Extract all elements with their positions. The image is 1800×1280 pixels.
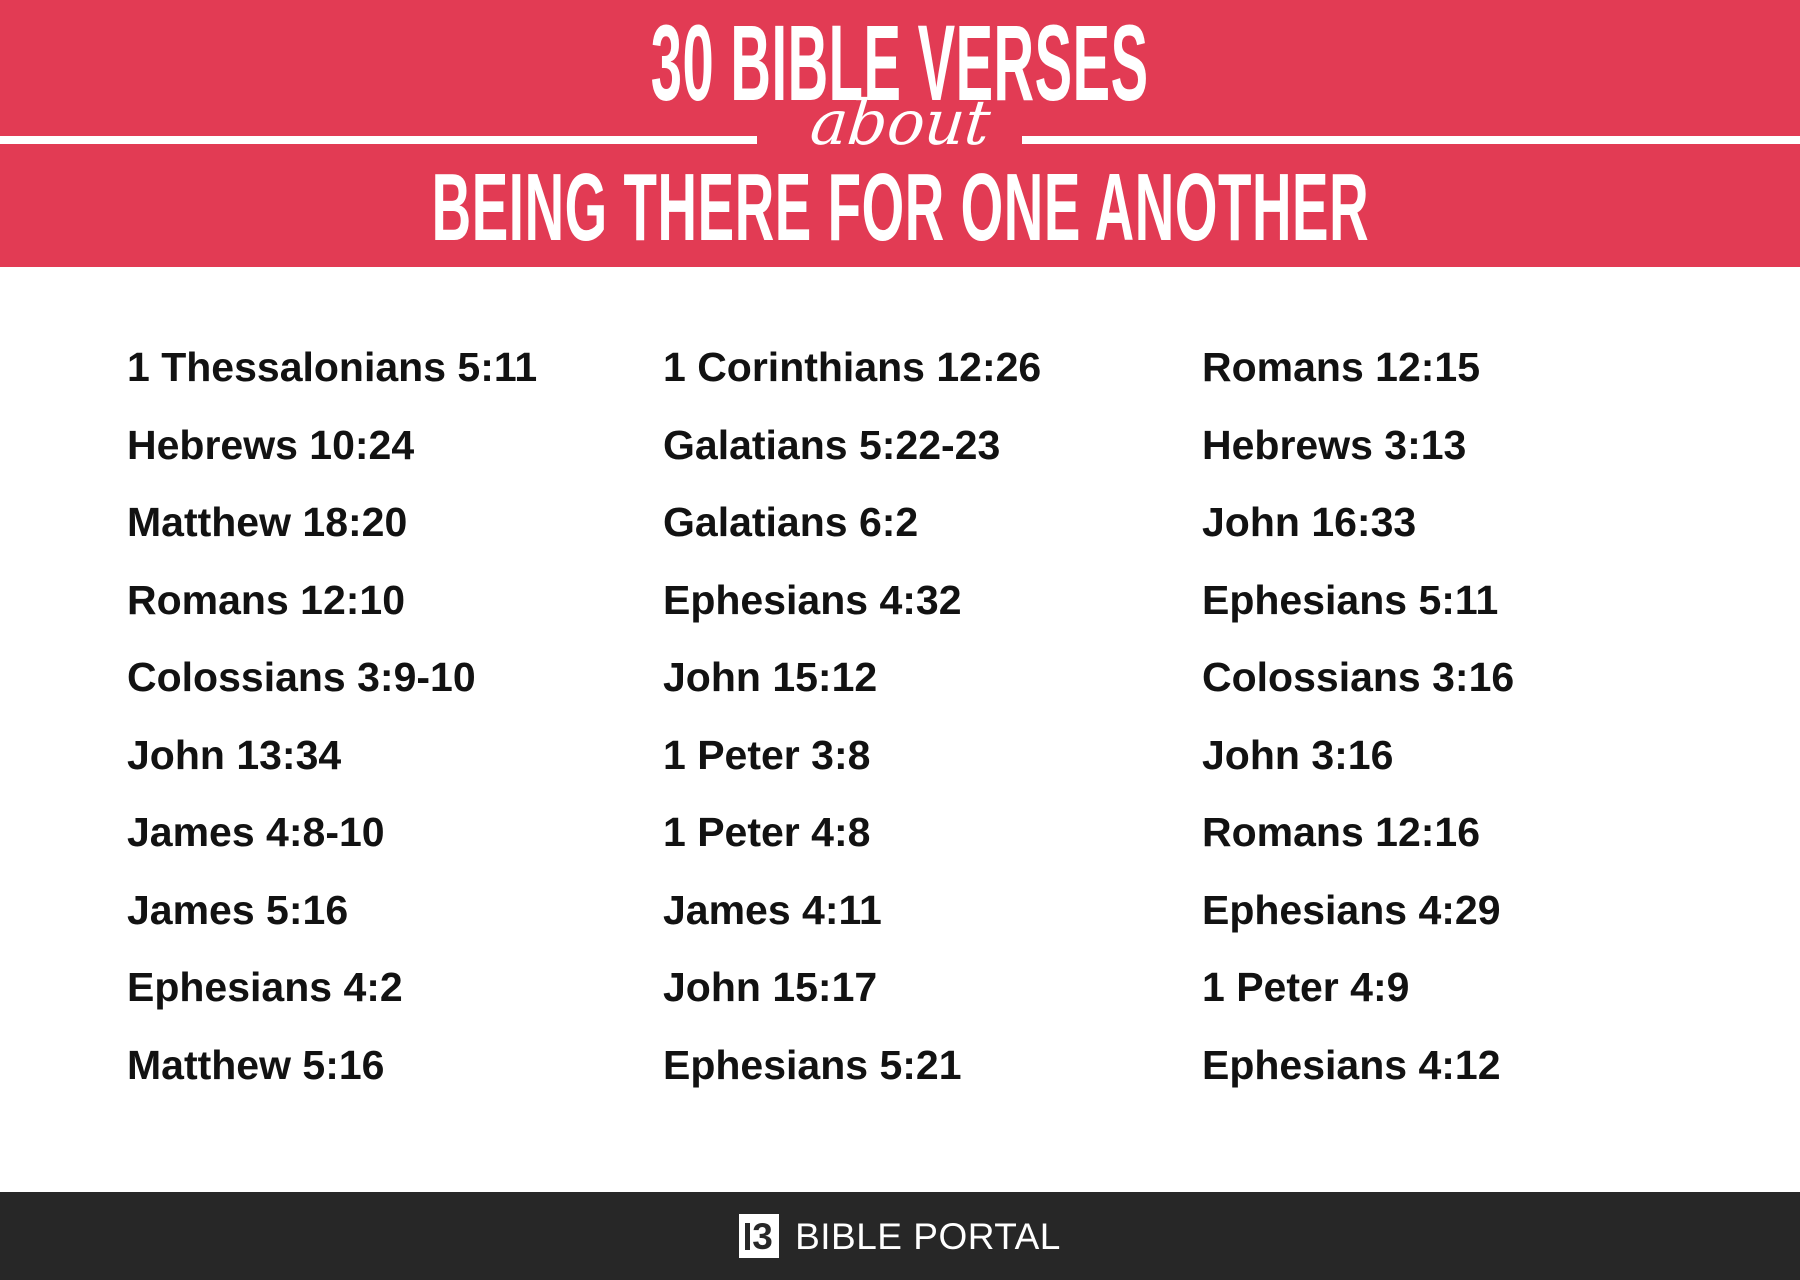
verse-item: Ephesians 4:29 bbox=[1202, 886, 1501, 933]
verse-count-title: 30 BIBLE VERSES bbox=[651, 2, 1149, 123]
verse-item: Romans 12:16 bbox=[1202, 809, 1481, 855]
footer-bar: 3 BIBLE PORTAL bbox=[0, 1192, 1800, 1280]
verse-item: 1 Peter 4:9 bbox=[1202, 964, 1410, 1010]
topic-title: BEING THERE FOR ONE ANOTHER bbox=[431, 154, 1369, 261]
about-connector-row: about bbox=[0, 86, 1800, 159]
verse-item: Hebrews 3:13 bbox=[1202, 421, 1467, 468]
infographic-header: 30 BIBLE VERSES about BEING THERE FOR ON… bbox=[0, 0, 1800, 267]
verse-item: 1 Thessalonians 5:11 bbox=[127, 344, 538, 390]
verse-item: Matthew 18:20 bbox=[127, 499, 408, 545]
verse-item: Ephesians 4:2 bbox=[127, 964, 403, 1010]
verse-count-title-row: 30 BIBLE VERSES bbox=[0, 9, 1800, 117]
verse-item: 1 Peter 3:8 bbox=[663, 731, 871, 778]
verse-item: 1 Corinthians 12:26 bbox=[663, 344, 1042, 390]
about-connector: about bbox=[806, 86, 994, 159]
verse-item: Colossians 3:16 bbox=[1202, 654, 1515, 700]
verse-item: John 3:16 bbox=[1202, 731, 1394, 778]
verse-item: Romans 12:15 bbox=[1202, 344, 1481, 390]
brand-logo-bowls: 3 bbox=[752, 1215, 773, 1257]
verse-item: James 4:8-10 bbox=[127, 809, 385, 855]
verse-list-column-2: 1 Corinthians 12:26 Galatians 5:22-23 Ga… bbox=[663, 329, 1041, 1104]
verse-item: Hebrews 10:24 bbox=[127, 421, 415, 468]
verse-item: Colossians 3:9-10 bbox=[127, 654, 476, 700]
verse-item: Ephesians 4:32 bbox=[663, 576, 962, 623]
verse-item: Matthew 5:16 bbox=[127, 1041, 385, 1088]
verse-list-column-1: 1 Thessalonians 5:11 Hebrews 10:24 Matth… bbox=[127, 329, 537, 1104]
verse-item: John 15:17 bbox=[663, 964, 878, 1010]
divider-line-right bbox=[1022, 136, 1800, 144]
verse-item: John 15:12 bbox=[663, 654, 878, 700]
verse-list-column-3: Romans 12:15 Hebrews 3:13 John 16:33 Eph… bbox=[1202, 329, 1514, 1104]
verse-item: Ephesians 4:12 bbox=[1202, 1041, 1501, 1088]
topic-title-row: BEING THERE FOR ONE ANOTHER bbox=[0, 160, 1800, 256]
brand-logo-stem bbox=[745, 1222, 751, 1250]
verse-item: James 5:16 bbox=[127, 886, 349, 933]
verse-item: John 13:34 bbox=[127, 731, 342, 778]
brand-logo-b-icon: 3 bbox=[739, 1214, 780, 1258]
verse-item: Galatians 5:22-23 bbox=[663, 421, 1001, 468]
verse-item: Ephesians 5:21 bbox=[663, 1041, 962, 1088]
verse-item: Romans 12:10 bbox=[127, 576, 406, 623]
brand-logo-inner: 3 bbox=[745, 1218, 773, 1255]
verse-item: 1 Peter 4:8 bbox=[663, 809, 871, 855]
verse-item: John 16:33 bbox=[1202, 499, 1417, 545]
divider-line-left bbox=[0, 136, 757, 144]
verse-item: Ephesians 5:11 bbox=[1202, 576, 1499, 623]
brand-name: BIBLE PORTAL bbox=[795, 1215, 1061, 1257]
verse-item: Galatians 6:2 bbox=[663, 499, 919, 545]
verse-item: James 4:11 bbox=[663, 886, 882, 933]
